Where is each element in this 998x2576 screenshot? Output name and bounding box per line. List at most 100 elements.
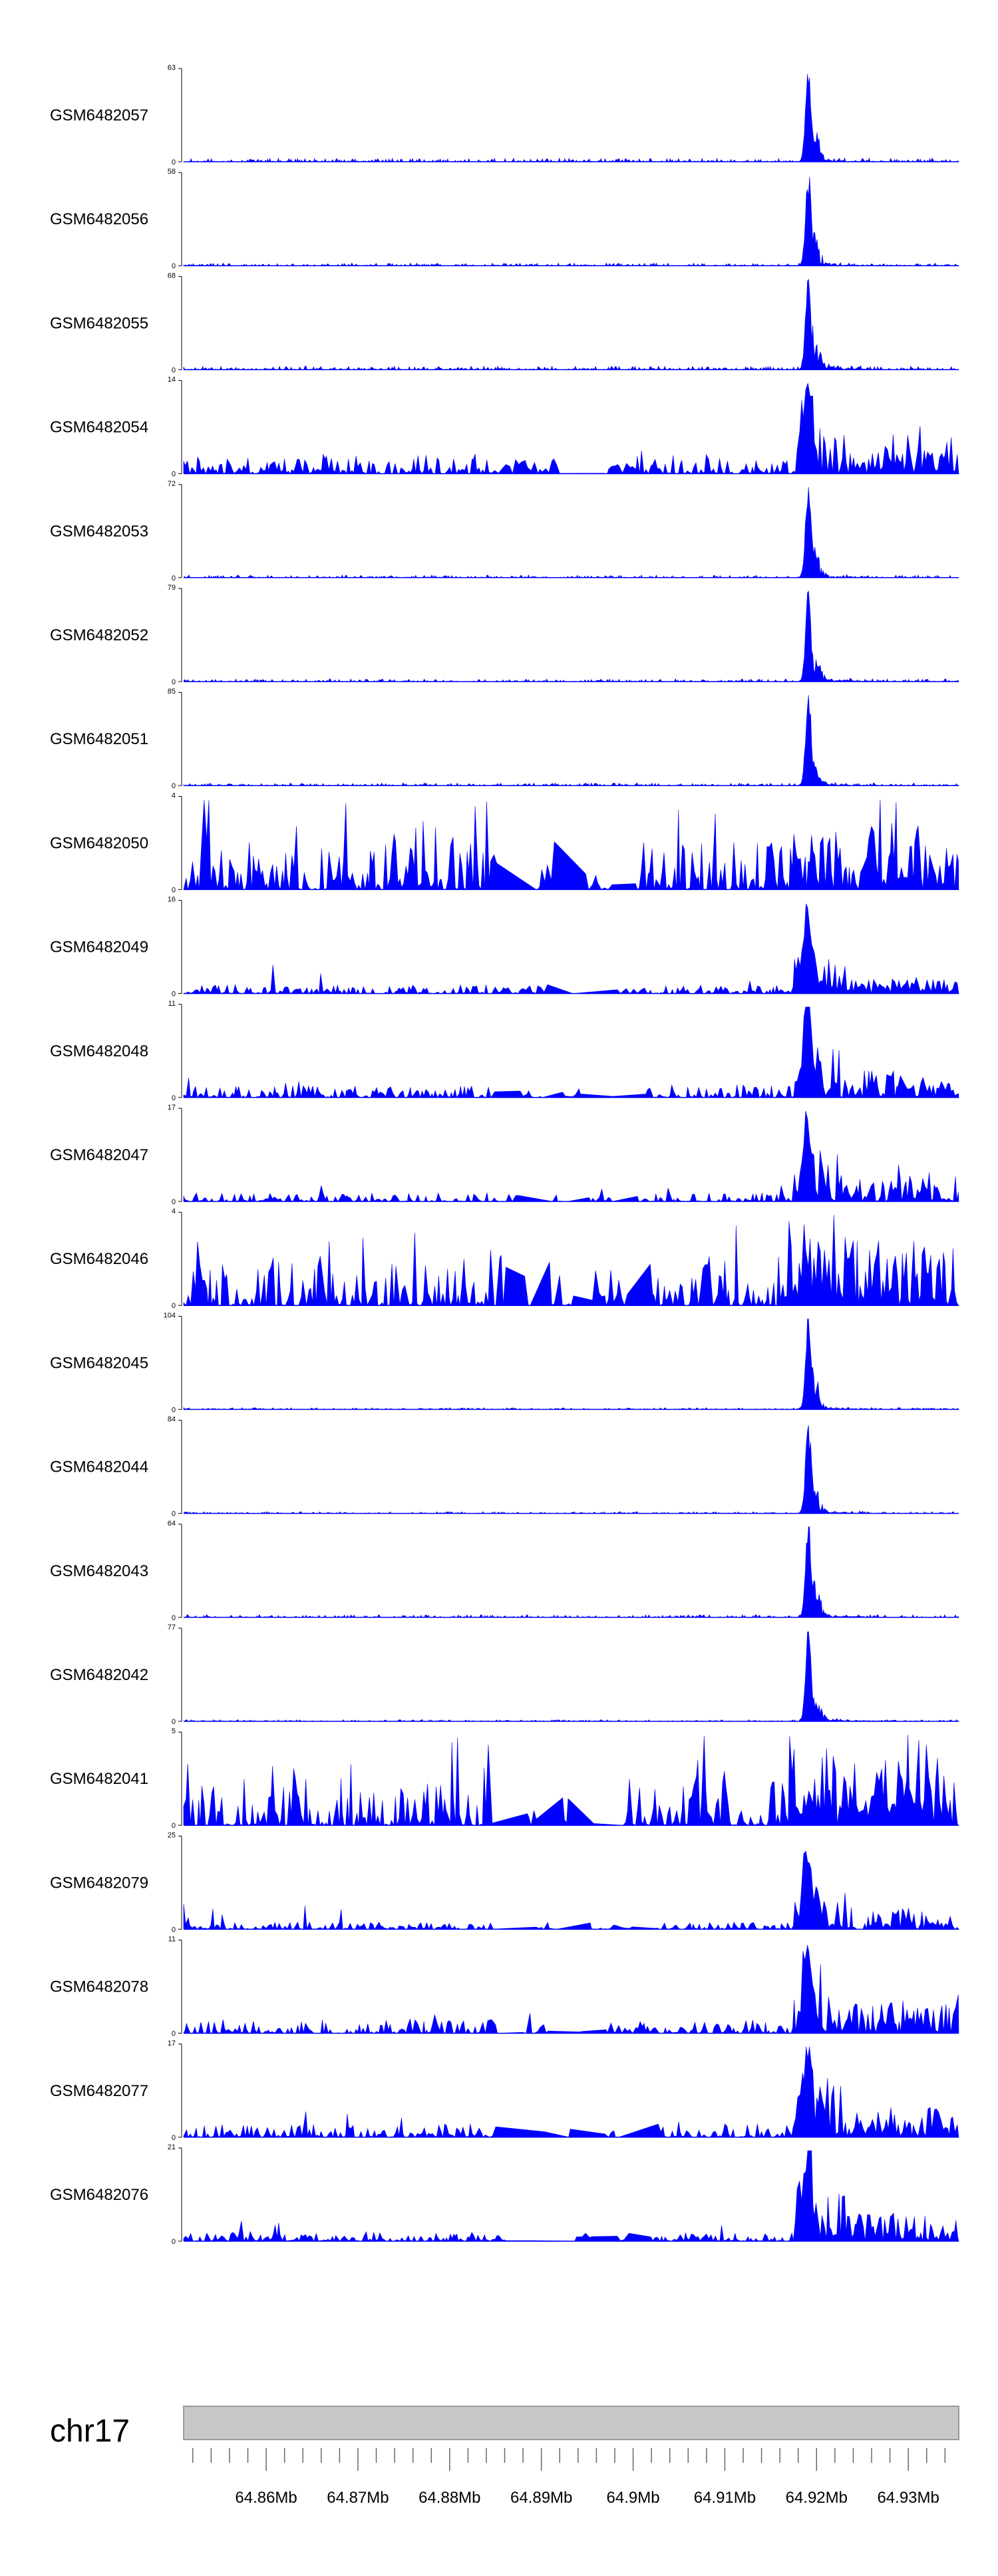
coverage-area <box>183 1526 959 1618</box>
coverage-area <box>183 695 959 786</box>
coverage-area <box>183 487 959 578</box>
track-label: GSM6482056 <box>50 210 148 228</box>
coverage-area <box>183 1735 959 1826</box>
track-GSM6482053: GSM6482053 72 0 <box>50 480 959 582</box>
track-GSM6482052: GSM6482052 79 0 <box>50 584 959 686</box>
track-GSM6482055: GSM6482055 68 0 <box>50 272 959 374</box>
position-label: 64.87Mb <box>327 2489 389 2507</box>
y-min-label: 0 <box>172 1302 176 1310</box>
y-min-label: 0 <box>172 574 176 582</box>
track-label: GSM6482055 <box>50 314 148 332</box>
track-GSM6482049: GSM6482049 16 0 <box>50 896 959 998</box>
y-max-label: 5 <box>172 1727 176 1735</box>
coverage-area <box>183 1110 959 1202</box>
y-min-label: 0 <box>172 1822 176 1830</box>
y-max-label: 84 <box>168 1416 176 1424</box>
y-min-label: 0 <box>172 366 176 374</box>
track-GSM6482042: GSM6482042 77 0 <box>50 1623 959 1726</box>
y-max-label: 79 <box>168 584 176 592</box>
track-label: GSM6482046 <box>50 1250 148 1268</box>
y-min-label: 0 <box>172 886 176 894</box>
y-max-label: 16 <box>168 896 176 904</box>
track-GSM6482077: GSM6482077 17 0 <box>50 2039 959 2142</box>
track-GSM6482057: GSM6482057 63 0 <box>50 64 959 166</box>
track-label: GSM6482047 <box>50 1146 148 1164</box>
y-max-label: 64 <box>168 1520 176 1528</box>
y-max-label: 11 <box>168 1000 176 1008</box>
y-min-label: 0 <box>172 1510 176 1518</box>
coverage-area <box>183 2150 959 2243</box>
track-label: GSM6482043 <box>50 1562 148 1580</box>
coverage-area <box>183 1944 959 2034</box>
track-GSM6482044: GSM6482044 84 0 <box>50 1416 959 1518</box>
track-GSM6482043: GSM6482043 64 0 <box>50 1520 959 1622</box>
y-max-label: 17 <box>168 1104 176 1112</box>
y-min-label: 0 <box>172 262 176 270</box>
track-label: GSM6482053 <box>50 523 148 540</box>
track-label: GSM6482051 <box>50 730 148 748</box>
y-min-label: 0 <box>172 2238 176 2246</box>
track-GSM6482046: GSM6482046 4 0 <box>50 1207 959 1310</box>
y-max-label: 58 <box>168 168 176 176</box>
track-label: GSM6482078 <box>50 1978 148 1996</box>
coverage-area <box>183 590 959 682</box>
chromosome-label: chr17 <box>50 2414 130 2449</box>
track-label: GSM6482045 <box>50 1354 148 1372</box>
track-label: GSM6482041 <box>50 1770 148 1788</box>
position-label: 64.86Mb <box>235 2489 297 2507</box>
track-label: GSM6482077 <box>50 2082 148 2100</box>
y-min-label: 0 <box>172 1926 176 1934</box>
y-max-label: 4 <box>172 1207 176 1215</box>
track-GSM6482054: GSM6482054 14 0 <box>50 376 959 479</box>
track-label: GSM6482057 <box>50 107 148 124</box>
position-label: 64.91Mb <box>694 2489 756 2507</box>
chromosome-axis: chr17 64.86Mb 64.87Mb 64.88Mb 64.89Mb 64.9Mb… <box>50 2406 959 2507</box>
track-label: GSM6482049 <box>50 939 148 957</box>
y-max-label: 77 <box>168 1623 176 1631</box>
coverage-tracks: GSM6482057630GSM6482056580GSM6482055680G… <box>50 64 959 2246</box>
position-label: 64.93Mb <box>877 2489 939 2507</box>
track-GSM6482047: GSM6482047 17 0 <box>50 1104 959 1206</box>
track-GSM6482076: GSM6482076 21 0 <box>50 2143 959 2246</box>
track-GSM6482079: GSM6482079 25 0 <box>50 1831 959 1934</box>
y-min-label: 0 <box>172 782 176 790</box>
coverage-area <box>183 799 959 891</box>
y-min-label: 0 <box>172 471 176 479</box>
track-GSM6482056: GSM6482056 58 0 <box>50 168 959 270</box>
position-label: 64.9Mb <box>607 2489 660 2507</box>
coverage-area <box>183 1425 959 1514</box>
y-max-label: 68 <box>168 272 176 280</box>
y-max-label: 21 <box>168 2143 176 2151</box>
coverage-area <box>183 176 959 266</box>
track-label: GSM6482079 <box>50 1874 148 1892</box>
y-min-label: 0 <box>172 2134 176 2142</box>
y-max-label: 85 <box>168 688 176 696</box>
track-label: GSM6482042 <box>50 1666 148 1684</box>
track-label: GSM6482076 <box>50 2186 148 2204</box>
track-label: GSM6482044 <box>50 1458 148 1476</box>
y-max-label: 63 <box>168 64 176 72</box>
position-label: 64.88Mb <box>418 2489 480 2507</box>
coverage-area <box>183 1850 959 1930</box>
coverage-area <box>183 1006 959 1098</box>
track-GSM6482051: GSM6482051 85 0 <box>50 688 959 790</box>
coverage-area <box>183 74 959 162</box>
y-max-label: 25 <box>168 1831 176 1839</box>
y-min-label: 0 <box>172 990 176 998</box>
track-label: GSM6482052 <box>50 626 148 644</box>
y-min-label: 0 <box>172 1198 176 1206</box>
y-min-label: 0 <box>172 2030 176 2038</box>
y-min-label: 0 <box>172 158 176 166</box>
chromosome-bar <box>183 2406 959 2440</box>
coverage-area <box>183 278 959 371</box>
coverage-area <box>183 1319 959 1410</box>
y-min-label: 0 <box>172 678 176 686</box>
y-max-label: 72 <box>168 480 176 488</box>
track-GSM6482050: GSM6482050 4 0 <box>50 791 959 894</box>
track-GSM6482041: GSM6482041 5 0 <box>50 1727 959 1830</box>
y-max-label: 4 <box>172 791 176 799</box>
y-max-label: 14 <box>168 376 176 384</box>
track-label: GSM6482054 <box>50 419 148 437</box>
coverage-area <box>183 1215 959 1307</box>
